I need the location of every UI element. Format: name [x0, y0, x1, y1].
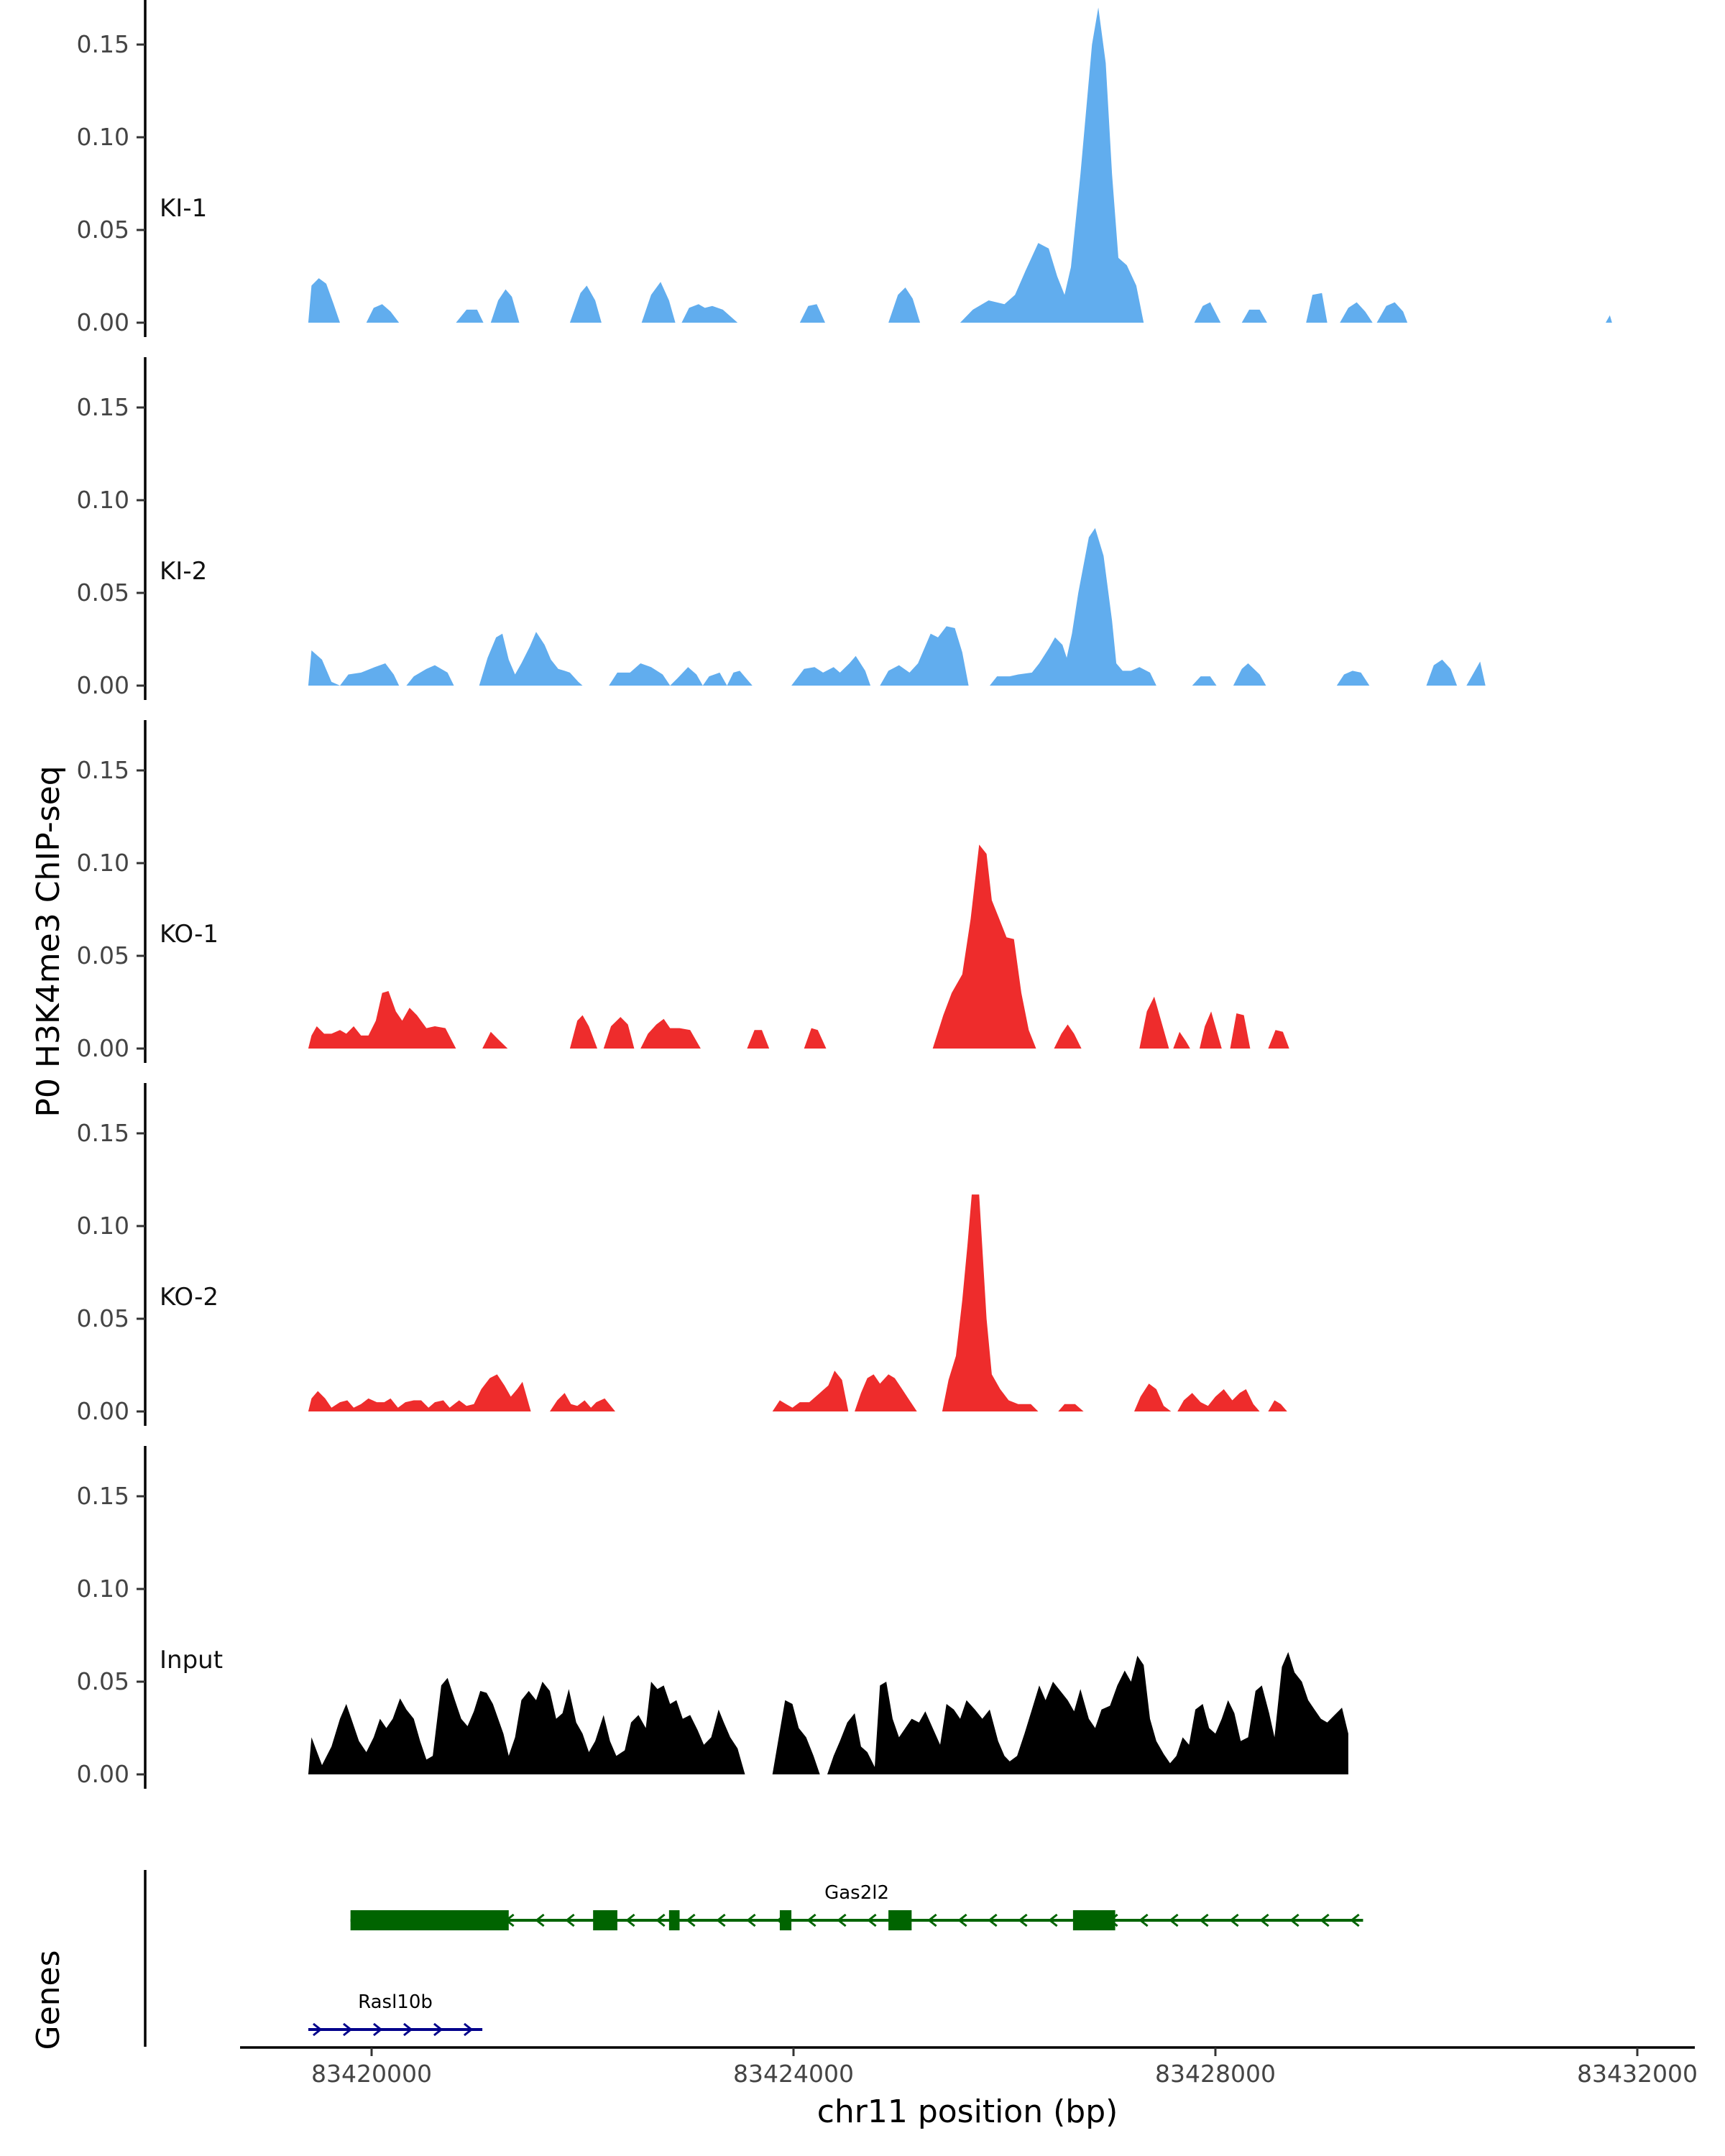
signal-area-ko-1 — [308, 844, 1289, 1049]
track-ko-2: 0.00 0.05 0.10 0.15 KO-2 — [77, 1083, 1287, 1426]
strand-arrow-rasl10b — [464, 2022, 474, 2037]
y-tick-label-ki-1: 0.05 — [77, 216, 129, 244]
y-tick-label-ko-2: 0.00 — [77, 1397, 129, 1425]
exon-gas2l2 — [593, 1910, 617, 1930]
y-tick-label-ko-1: 0.05 — [77, 941, 129, 969]
track-label-ki-2: KI-2 — [160, 557, 207, 586]
exon-gas2l2 — [888, 1910, 912, 1930]
y-tick-label-ko-1: 0.15 — [77, 756, 129, 784]
y-tick-label-input: 0.05 — [77, 1667, 129, 1695]
y-tick-label-input: 0.00 — [77, 1760, 129, 1788]
gene-label-gas2l2: Gas2l2 — [824, 1882, 889, 1904]
y-tick-label-ko-2: 0.05 — [77, 1304, 129, 1332]
strand-arrow-gas2l2 — [1259, 1913, 1269, 1927]
strand-arrow-gas2l2 — [1320, 1913, 1330, 1927]
gene-gas2l2: Gas2l2 — [350, 1882, 1363, 1930]
exon-gas2l2 — [779, 1910, 792, 1930]
x-tick-label: 83432000 — [1577, 2060, 1698, 2088]
x-axis: 83420000 83424000 83428000 83432000 — [240, 2046, 1698, 2088]
strand-arrow-gas2l2 — [957, 1913, 967, 1927]
track-ki-1: 0.00 0.05 0.10 0.15 KI-1 — [77, 0, 1612, 337]
y-tick-label-ko-2: 0.10 — [77, 1212, 129, 1240]
strand-arrow-gas2l2 — [1169, 1913, 1179, 1927]
strand-arrow-gas2l2 — [806, 1913, 816, 1927]
y-tick-label-ko-2: 0.15 — [77, 1119, 129, 1147]
y-tick-label-input: 0.15 — [77, 1482, 129, 1510]
track-label-ko-1: KO-1 — [160, 920, 218, 949]
strand-arrow-gas2l2 — [1350, 1913, 1360, 1927]
strand-arrow-gas2l2 — [746, 1913, 756, 1927]
strand-arrow-rasl10b — [403, 2022, 413, 2037]
strand-arrow-rasl10b — [343, 2022, 353, 2037]
strand-arrow-rasl10b — [313, 2022, 323, 2037]
track-label-ki-1: KI-1 — [160, 194, 207, 223]
strand-arrow-gas2l2 — [625, 1913, 635, 1927]
y-tick-label-ki-2: 0.05 — [77, 579, 129, 607]
strand-arrow-gas2l2 — [565, 1913, 575, 1927]
y-tick-label-ki-1: 0.00 — [77, 308, 129, 336]
track-input: 0.00 0.05 0.10 0.15 Input — [77, 1446, 1348, 1789]
strand-arrow-gas2l2 — [927, 1913, 937, 1927]
signal-area-ki-2 — [308, 528, 1486, 686]
y-tick-label-ki-1: 0.15 — [77, 30, 129, 58]
strand-arrow-gas2l2 — [1229, 1913, 1239, 1927]
x-tick-label: 83420000 — [311, 2060, 432, 2088]
y-tick-label-ki-2: 0.10 — [77, 486, 129, 514]
x-axis-title: chr11 position (bp) — [817, 2093, 1118, 2130]
exon-gas2l2 — [668, 1910, 680, 1930]
strand-arrow-gas2l2 — [716, 1913, 726, 1927]
strand-arrow-gas2l2 — [686, 1913, 696, 1927]
exon-gas2l2 — [350, 1910, 509, 1930]
gene-track: Gas2l2 Rasl10b — [144, 1870, 1363, 2047]
track-label-input: Input — [160, 1646, 223, 1674]
gene-track-title: Genes — [30, 1950, 67, 2050]
y-axis-title: P0 H3K4me3 ChIP-seq — [30, 765, 67, 1117]
y-tick-label-ki-2: 0.00 — [77, 671, 129, 699]
y-tick-label-ko-1: 0.10 — [77, 849, 129, 877]
strand-arrow-gas2l2 — [1199, 1913, 1209, 1927]
track-ki-2: 0.00 0.05 0.10 0.15 KI-2 — [77, 357, 1486, 700]
gene-rasl10b: Rasl10b — [308, 1991, 483, 2037]
strand-arrow-gas2l2 — [1138, 1913, 1149, 1927]
track-ko-1: 0.00 0.05 0.10 0.15 KO-1 — [77, 720, 1289, 1063]
x-tick-label: 83424000 — [733, 2060, 854, 2088]
y-tick-label-ki-2: 0.15 — [77, 393, 129, 421]
strand-arrow-gas2l2 — [656, 1913, 666, 1927]
signal-tracks: 0.00 0.05 0.10 0.15 KI-1 0.00 0.05 0.10 0.15 KI-2… — [77, 0, 1612, 1789]
strand-arrow-gas2l2 — [1048, 1913, 1058, 1927]
y-tick-label-input: 0.10 — [77, 1575, 129, 1603]
gene-label-rasl10b: Rasl10b — [358, 1991, 433, 2013]
y-tick-label-ki-1: 0.10 — [77, 123, 129, 151]
strand-arrow-gas2l2 — [837, 1913, 847, 1927]
y-tick-label-ko-1: 0.00 — [77, 1034, 129, 1062]
strand-arrow-gas2l2 — [535, 1913, 545, 1927]
signal-area-input — [308, 1651, 1348, 1774]
strand-arrow-rasl10b — [373, 2022, 383, 2037]
strand-arrow-gas2l2 — [867, 1913, 877, 1927]
exon-gas2l2 — [1072, 1910, 1116, 1930]
track-label-ko-2: KO-2 — [160, 1283, 218, 1312]
strand-arrow-gas2l2 — [1289, 1913, 1300, 1927]
strand-arrow-gas2l2 — [988, 1913, 998, 1927]
x-tick-label: 83428000 — [1155, 2060, 1276, 2088]
strand-arrow-rasl10b — [433, 2022, 443, 2037]
strand-arrow-gas2l2 — [1018, 1913, 1028, 1927]
